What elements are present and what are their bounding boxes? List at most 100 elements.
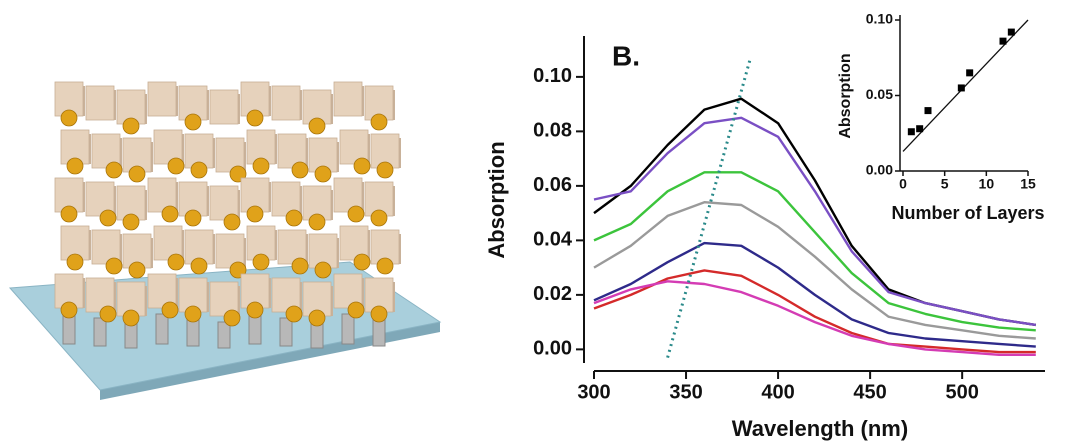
sphere (60, 301, 78, 319)
data-line (593, 280, 1036, 356)
inset-y-tick-label: 0.10 (866, 11, 893, 27)
sphere (128, 261, 146, 279)
y-axis-label: Absorption (484, 141, 509, 258)
sphere (314, 165, 332, 183)
sphere (246, 301, 264, 319)
sphere (167, 253, 185, 271)
inset-x-axis-label: Number of Layers (891, 203, 1044, 223)
sphere (122, 309, 140, 327)
sphere (285, 305, 303, 323)
sphere (105, 161, 123, 179)
inset-point (999, 37, 1007, 45)
sphere (370, 209, 388, 227)
guide-line (666, 57, 752, 358)
x-tick-label: 500 (945, 381, 978, 403)
sphere (252, 157, 270, 175)
data-line (593, 201, 1036, 340)
sphere (308, 213, 326, 231)
data-line (593, 269, 1036, 354)
y-tick-label: 0.10 (533, 65, 572, 87)
fit-line (902, 19, 1029, 152)
sphere (308, 117, 326, 135)
sphere (370, 113, 388, 131)
inset-x-tick-label: 15 (1020, 176, 1036, 192)
sphere (66, 253, 84, 271)
sphere (190, 161, 208, 179)
y-tick-label: 0.02 (533, 283, 572, 305)
sphere (99, 305, 117, 323)
sphere (184, 209, 202, 227)
x-tick-label: 400 (761, 381, 794, 403)
sphere (161, 205, 179, 223)
inset-x-tick-label: 0 (899, 176, 907, 192)
sphere (184, 113, 202, 131)
x-tick-label: 350 (669, 381, 702, 403)
x-tick-label: 450 (853, 381, 886, 403)
inset-point (907, 128, 915, 136)
cube (85, 85, 115, 121)
sphere (353, 253, 371, 271)
sphere (128, 165, 146, 183)
sphere (291, 161, 309, 179)
sphere (347, 301, 365, 319)
cube (333, 81, 363, 117)
pillar (248, 313, 262, 345)
y-tick-label: 0.00 (533, 338, 572, 360)
x-tick-label: 300 (577, 381, 610, 403)
sphere (246, 205, 264, 223)
cube (209, 89, 239, 125)
pillar (93, 317, 107, 347)
inset-point (1007, 28, 1015, 36)
sphere (252, 253, 270, 271)
data-line (593, 241, 1036, 348)
sphere (347, 205, 365, 223)
sphere (223, 213, 241, 231)
data-line (593, 116, 1036, 327)
sphere (285, 209, 303, 227)
sphere (246, 109, 264, 127)
sphere (60, 109, 78, 127)
pillar (155, 313, 169, 345)
inset-x-tick-label: 5 (941, 176, 949, 192)
pillar (341, 313, 355, 345)
sphere (105, 257, 123, 275)
sphere (370, 305, 388, 323)
inset-y-tick-label: 0.00 (866, 162, 893, 178)
sphere (353, 157, 371, 175)
substrate-side (100, 322, 440, 400)
sphere (308, 309, 326, 327)
data-line (593, 171, 1036, 332)
cube (271, 85, 301, 121)
inset-y-axis-label: Absorption (837, 53, 854, 138)
sphere (223, 309, 241, 327)
sphere (314, 261, 332, 279)
inset-point (966, 69, 974, 77)
cube (333, 273, 363, 309)
inset-y-tick-label: 0.05 (866, 86, 893, 102)
sphere (122, 213, 140, 231)
sphere (66, 157, 84, 175)
illustration (8, 81, 442, 400)
x-axis-label: Wavelength (nm) (732, 416, 908, 441)
sphere (122, 117, 140, 135)
y-tick-label: 0.08 (533, 120, 572, 142)
inset-point (916, 125, 924, 133)
sphere (291, 257, 309, 275)
sphere (184, 305, 202, 323)
pillar (279, 317, 293, 347)
sphere (376, 257, 394, 275)
inset-point (924, 107, 932, 115)
sphere (167, 157, 185, 175)
cube (308, 233, 338, 269)
inset-point (957, 84, 965, 92)
sphere (376, 161, 394, 179)
sphere (60, 205, 78, 223)
sphere (99, 209, 117, 227)
sphere (190, 257, 208, 275)
y-tick-label: 0.04 (533, 229, 573, 251)
inset-x-tick-label: 10 (979, 176, 995, 192)
pillar (62, 313, 76, 345)
cube (147, 81, 177, 117)
pillar (217, 321, 231, 349)
